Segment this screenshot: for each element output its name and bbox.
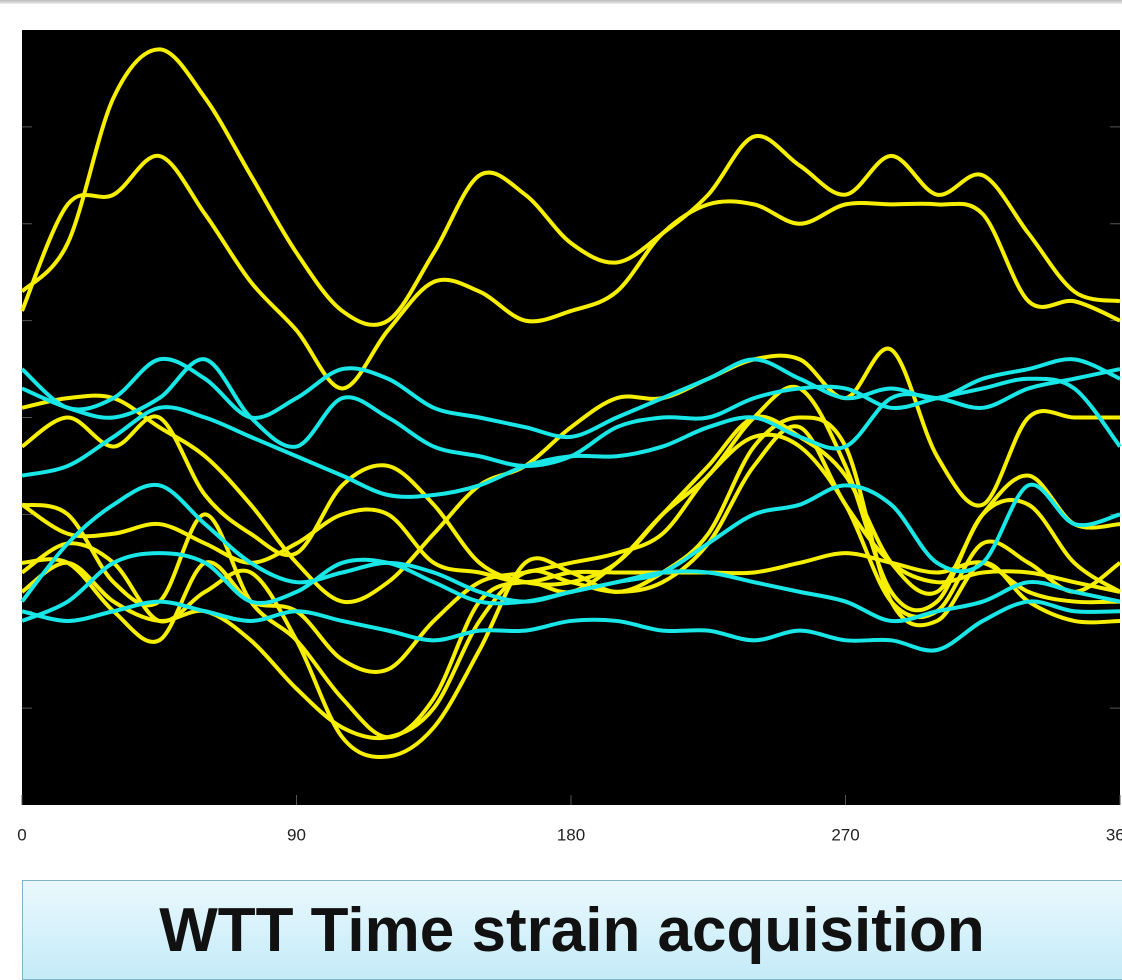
plot-area: [22, 30, 1120, 805]
series-line: [21, 346, 1120, 605]
series-line: [20, 153, 1121, 391]
x-tick-label: 90: [287, 825, 306, 844]
series-line: [20, 503, 1121, 605]
series-line: [20, 414, 1121, 596]
chart: 0 90 180 270 360: [17, 30, 1122, 844]
x-tick-label: 270: [831, 825, 859, 844]
x-tick-label: 0: [17, 825, 26, 844]
series-line: [21, 551, 1121, 624]
x-tick-label: 180: [557, 825, 585, 844]
series-line: [20, 47, 1121, 327]
x-tick-label: 360: [1106, 825, 1122, 844]
top-border: [0, 0, 1122, 4]
series-line: [21, 367, 1121, 499]
slide-title: WTT Time strain acquisition: [159, 896, 985, 965]
title-box: WTT Time strain acquisition: [22, 880, 1122, 980]
series-line: [21, 599, 1121, 653]
